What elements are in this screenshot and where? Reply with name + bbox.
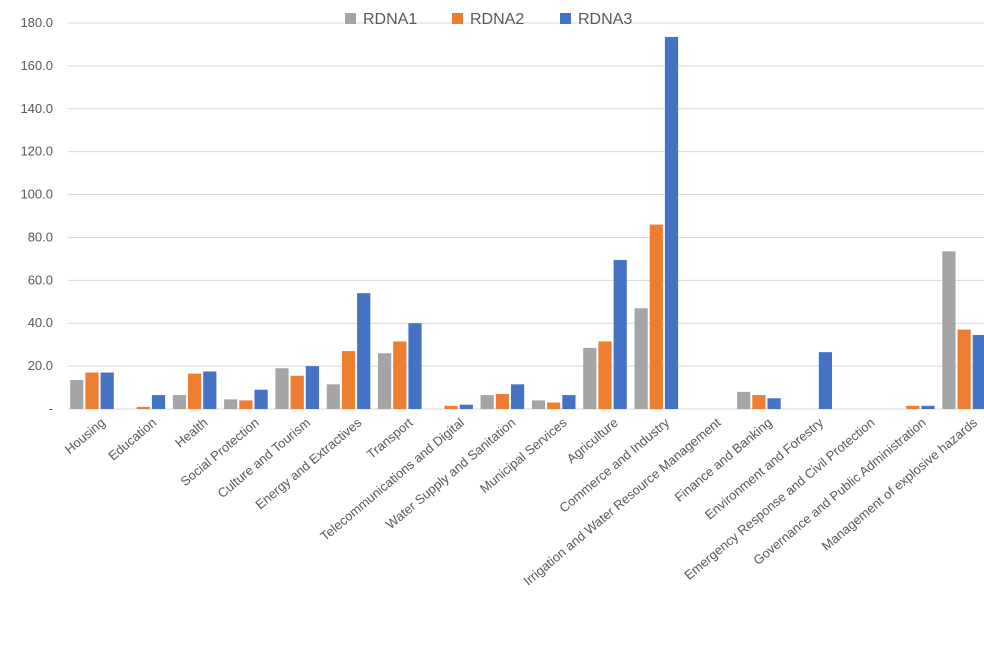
bar-rdna3	[101, 373, 114, 409]
bar-rdna3	[511, 384, 524, 409]
y-tick-label: 60.0	[28, 272, 53, 287]
bar-rdna3	[562, 395, 575, 409]
x-tick-label: Finance and Banking	[672, 415, 775, 505]
bar-rdna2	[137, 407, 150, 409]
bar-rdna1	[532, 400, 545, 409]
bar-rdna3	[973, 335, 984, 409]
x-tick-label: Municipal Services	[477, 414, 570, 495]
bar-rdna3	[460, 405, 473, 409]
bar-rdna3	[152, 395, 165, 409]
bar-rdna2	[752, 395, 765, 409]
legend-swatch-rdna2	[452, 13, 463, 24]
bar-rdna3	[921, 406, 934, 409]
bar-rdna3	[357, 293, 370, 409]
bar-rdna3	[255, 390, 268, 409]
y-tick-label: 120.0	[20, 144, 53, 159]
bar-rdna3	[614, 260, 627, 409]
legend-swatch-rdna1	[345, 13, 356, 24]
bars	[70, 37, 984, 409]
bar-rdna3	[819, 352, 832, 409]
legend: RDNA1 RDNA2 RDNA3	[345, 11, 632, 28]
legend-label-rdna1: RDNA1	[363, 11, 417, 28]
y-axis-ticks: - 20.0 40.0 60.0 80.0 100.0 120.0 140.0 160.0 180…	[20, 15, 53, 416]
legend-swatch-rdna3	[560, 13, 571, 24]
bar-rdna2	[188, 374, 201, 409]
x-tick-label: Culture and Tourism	[215, 415, 314, 501]
x-tick-label: Transport	[364, 415, 416, 462]
y-tick-label: 160.0	[20, 58, 53, 73]
bar-rdna1	[737, 392, 750, 409]
bar-rdna2	[598, 341, 611, 409]
x-tick-label: Health	[172, 415, 210, 451]
bar-rdna2	[650, 225, 663, 409]
y-tick-label: -	[49, 401, 53, 416]
y-tick-label: 20.0	[28, 358, 53, 373]
bar-rdna2	[906, 406, 919, 409]
bar-rdna1	[583, 348, 596, 409]
bar-rdna3	[665, 37, 678, 409]
bar-rdna1	[173, 395, 186, 409]
bar-rdna1	[327, 384, 340, 409]
bar-rdna2	[958, 330, 971, 409]
x-tick-label: Emergency Response and Civil Protection	[681, 415, 877, 583]
y-tick-label: 80.0	[28, 229, 53, 244]
bar-rdna1	[481, 395, 494, 409]
bar-rdna1	[224, 399, 237, 409]
legend-label-rdna3: RDNA3	[578, 11, 632, 28]
bar-rdna1	[275, 368, 288, 409]
bar-rdna1	[635, 308, 648, 409]
gridlines	[68, 23, 984, 409]
bar-rdna2	[342, 351, 355, 409]
bar-rdna2	[445, 406, 458, 409]
bar-rdna1	[942, 251, 955, 409]
bar-rdna2	[496, 394, 509, 409]
legend-label-rdna2: RDNA2	[470, 11, 524, 28]
bar-rdna2	[547, 403, 560, 409]
bar-rdna2	[393, 341, 406, 409]
y-tick-label: 40.0	[28, 315, 53, 330]
x-tick-label: Housing	[62, 415, 108, 457]
y-tick-label: 180.0	[20, 15, 53, 30]
x-tick-label: Education	[105, 415, 159, 464]
bar-rdna3	[408, 323, 421, 409]
bar-rdna2	[85, 373, 98, 409]
bar-rdna3	[306, 366, 319, 409]
y-tick-label: 140.0	[20, 101, 53, 116]
bar-rdna3	[768, 398, 781, 409]
bar-rdna1	[378, 353, 391, 409]
bar-rdna2	[291, 376, 304, 409]
y-tick-label: 100.0	[20, 187, 53, 202]
bar-rdna3	[203, 371, 216, 409]
bar-rdna1	[70, 380, 83, 409]
bar-rdna2	[239, 400, 252, 409]
